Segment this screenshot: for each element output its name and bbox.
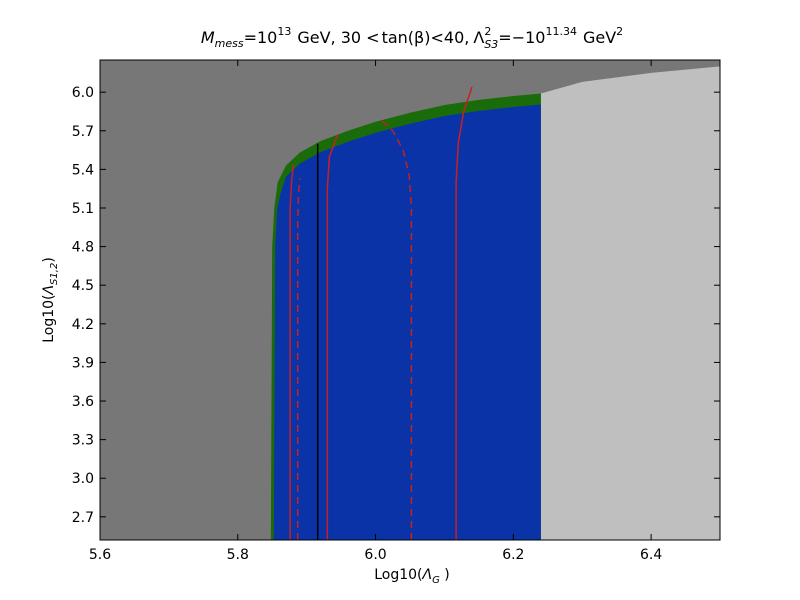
y-tick-label: 4.5	[72, 278, 94, 294]
y-axis: 2.7 3.0 3.3 3.6 3.9 4.2 4.5 4.8 5.1 5.4 5.7 6.0	[72, 85, 720, 526]
y-tick-label: 2.7	[72, 510, 94, 526]
red-dashed-contour-line-2	[296, 178, 301, 540]
red-contour-line-6	[455, 86, 473, 540]
x-tick-label: 6.2	[502, 547, 524, 563]
y-tick-label: 3.6	[72, 394, 94, 410]
y-tick-label: 4.8	[72, 240, 94, 256]
excluded-region-light-gray	[540, 66, 720, 540]
y-tick-label: 3.9	[72, 355, 94, 371]
y-tick-label: 5.4	[72, 162, 94, 178]
x-tick-label: 5.8	[227, 547, 249, 563]
x-axis-label: Log10(ΛG )	[374, 567, 450, 586]
contour-lines	[289, 86, 473, 540]
y-tick-label: 5.7	[72, 124, 94, 140]
y-tick-label: 4.2	[72, 317, 94, 333]
x-tick-label: 5.6	[89, 547, 111, 563]
red-contour-line-1	[289, 164, 295, 540]
x-tick-label: 6.4	[640, 547, 662, 563]
y-tick-label: 3.0	[72, 471, 94, 487]
red-contour-line-4	[326, 134, 339, 540]
y-tick-label: 3.3	[72, 433, 94, 449]
y-tick-label: 6.0	[72, 85, 94, 101]
red-dashed-contour-line-5	[378, 117, 413, 540]
x-tick-label: 6.0	[364, 547, 386, 563]
x-axis: 5.6 5.8 6.0 6.2 6.4	[89, 60, 662, 563]
allowed-region-blue	[273, 104, 541, 540]
plot-area	[99, 59, 721, 541]
y-tick-label: 5.1	[72, 201, 94, 217]
plot-frame	[99, 59, 721, 541]
chart-title: Mmess=1013 GeV, 30 < tan(β)<40, Λ2 S3=−1011.…	[201, 25, 623, 51]
y-axis-label: Log10(ΛS1,2)	[41, 257, 60, 343]
